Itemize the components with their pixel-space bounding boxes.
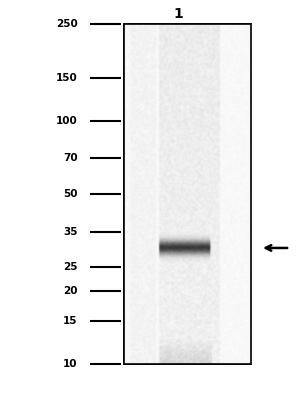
Text: 100: 100 <box>56 116 78 126</box>
Bar <box>124 24 251 364</box>
Text: 150: 150 <box>56 73 78 83</box>
Text: 20: 20 <box>63 286 78 296</box>
Text: 1: 1 <box>173 7 183 21</box>
Text: 25: 25 <box>63 262 78 272</box>
Text: 35: 35 <box>63 227 78 237</box>
Text: 15: 15 <box>63 316 78 326</box>
Text: 70: 70 <box>63 154 78 164</box>
Bar <box>124 24 251 364</box>
Text: 10: 10 <box>63 359 78 369</box>
Text: 250: 250 <box>56 19 78 29</box>
Text: 50: 50 <box>63 189 78 199</box>
